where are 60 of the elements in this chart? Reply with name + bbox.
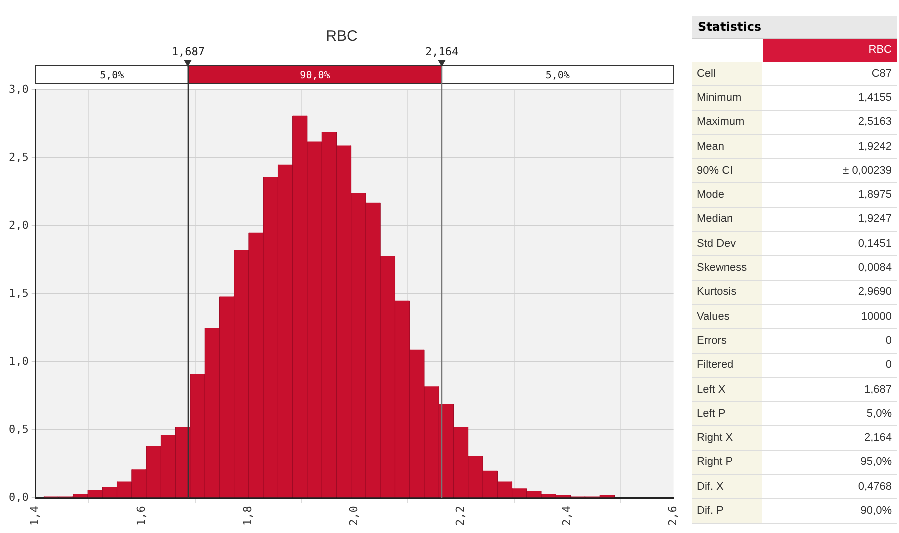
- ref-line-label: 2,164: [425, 45, 459, 58]
- text: 0,4768: [762, 474, 897, 499]
- x-tick-label: 2,4: [560, 506, 574, 526]
- x-tick-label: 1,4: [28, 506, 42, 526]
- text: 0: [762, 328, 897, 354]
- x-tick-label: 2,2: [454, 506, 468, 526]
- category-label: Skewness: [692, 256, 762, 280]
- text: 5,0%: [546, 70, 570, 82]
- category-label: Left P: [692, 402, 762, 426]
- category-label: Kurtosis: [692, 280, 762, 304]
- category-label: Values: [692, 304, 762, 329]
- text: 95,0%: [762, 450, 897, 475]
- text: 0,0084: [762, 256, 897, 280]
- text: 2,9690: [762, 280, 897, 304]
- y-tick-label: 1,0: [8, 354, 29, 368]
- text: 2,5163: [762, 110, 897, 134]
- x-tick-label: 1,8: [241, 506, 254, 526]
- category-label: Maximum: [692, 110, 762, 134]
- y-tick-label: 1,5: [8, 286, 29, 300]
- text: 0,1451: [762, 232, 897, 256]
- text: 10000: [762, 304, 897, 329]
- y-tick-label: 0,5: [8, 422, 29, 436]
- category-label: Errors: [692, 328, 762, 354]
- ref-line-label: 1,687: [172, 45, 205, 58]
- text: C87: [762, 62, 897, 86]
- x-tick-label: 2,0: [348, 506, 361, 526]
- category-label: Std Dev: [692, 232, 762, 256]
- text: 90,0%: [300, 70, 330, 82]
- category-label: Right X: [692, 426, 762, 450]
- y-tick-label: 3,0: [8, 82, 29, 96]
- text: 5,0%: [762, 402, 897, 426]
- text: 90,0%: [762, 498, 897, 524]
- y-tick-label: 2,0: [8, 218, 29, 232]
- category-label: Right P: [692, 450, 762, 475]
- text: RBC: [763, 39, 897, 62]
- text: 1,687: [762, 377, 897, 402]
- category-label: Median: [692, 207, 762, 232]
- category-label: Cell: [692, 62, 762, 86]
- category-label: Filtered: [692, 353, 762, 378]
- text: 1,9247: [762, 207, 897, 232]
- chart-title: RBC: [326, 28, 358, 46]
- y-tick-label: 2,5: [8, 150, 29, 164]
- text: 5,0%: [100, 70, 124, 82]
- text: 1,4155: [762, 86, 897, 110]
- text: 0: [762, 353, 897, 378]
- category-label: Mean: [692, 134, 762, 159]
- text: 2,164: [762, 426, 897, 450]
- y-tick-label: 0,0: [8, 490, 29, 504]
- x-tick-label: 2,6: [666, 506, 680, 526]
- text: 1,8975: [762, 182, 897, 208]
- text: Statistics: [692, 16, 897, 39]
- category-label: Dif. X: [692, 474, 762, 499]
- category-label: Left X: [692, 377, 762, 402]
- category-label: Dif. P: [692, 498, 762, 524]
- text: 1,9242: [762, 134, 897, 159]
- category-label: 90% CI: [692, 158, 762, 183]
- x-tick-label: 1,6: [135, 506, 148, 526]
- category-label: Minimum: [692, 86, 762, 110]
- text: ± 0,00239: [762, 158, 897, 183]
- category-label: Mode: [692, 182, 762, 208]
